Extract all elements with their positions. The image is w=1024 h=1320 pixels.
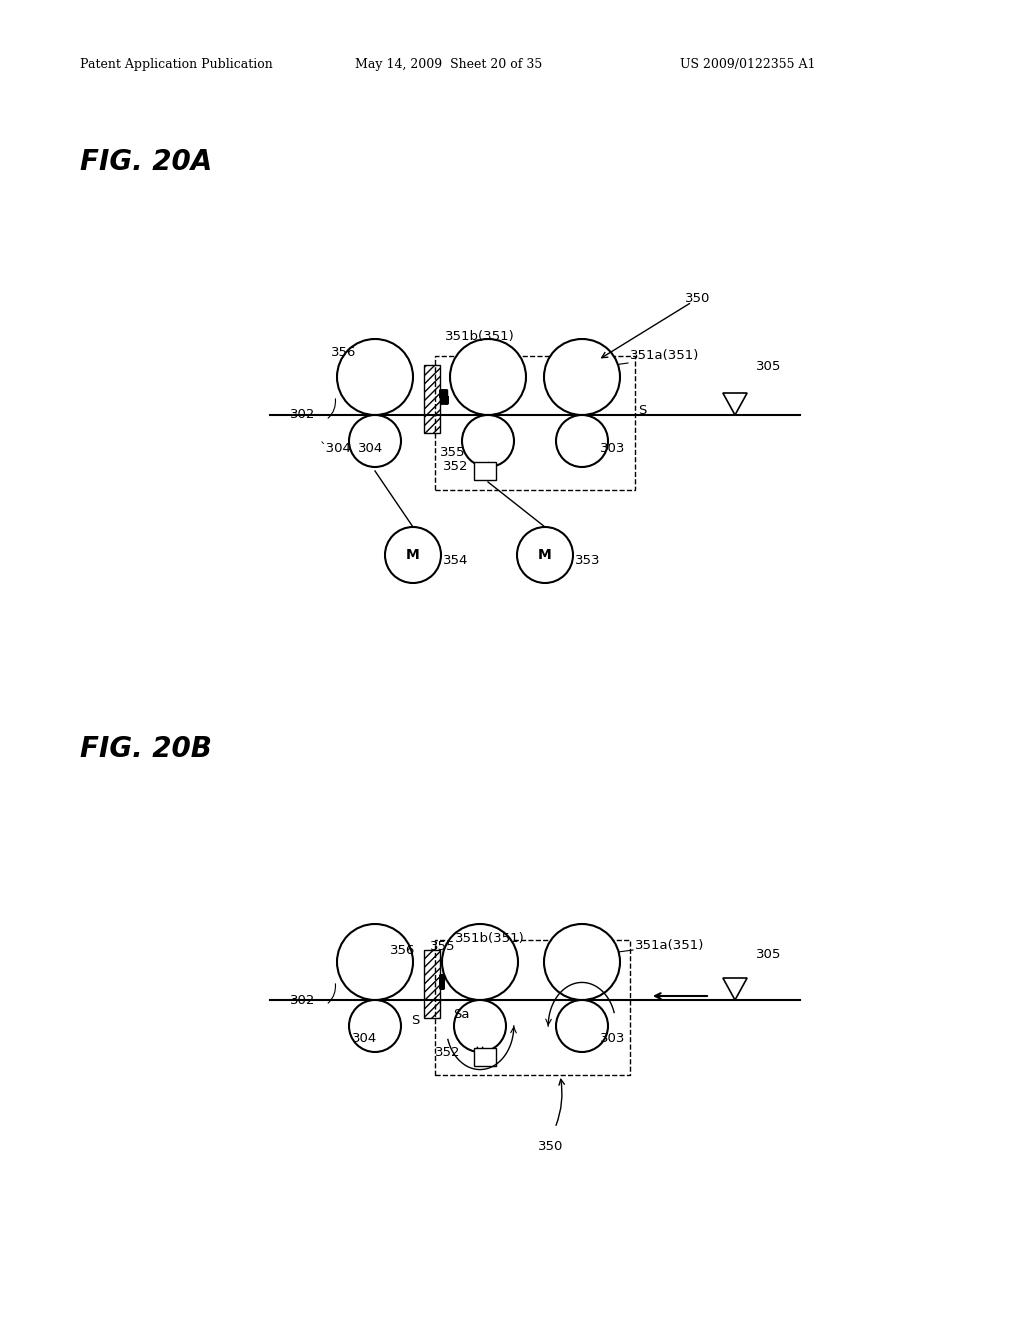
- Circle shape: [544, 339, 620, 414]
- Text: US 2009/0122355 A1: US 2009/0122355 A1: [680, 58, 815, 71]
- Bar: [474, 1048, 496, 1067]
- Text: 304: 304: [358, 441, 383, 454]
- Text: 355: 355: [440, 446, 466, 458]
- Circle shape: [454, 1001, 506, 1052]
- Text: 303: 303: [600, 441, 626, 454]
- Bar: [424, 950, 440, 1018]
- Text: 305: 305: [756, 949, 781, 961]
- Text: 302: 302: [290, 994, 315, 1006]
- Text: 356: 356: [331, 346, 356, 359]
- Circle shape: [349, 414, 401, 467]
- Text: 304: 304: [352, 1031, 377, 1044]
- Circle shape: [556, 1001, 608, 1052]
- Text: 351b(351): 351b(351): [445, 330, 515, 343]
- Circle shape: [349, 1001, 401, 1052]
- Polygon shape: [723, 978, 748, 1001]
- Circle shape: [462, 414, 514, 467]
- Text: FIG. 20A: FIG. 20A: [80, 148, 212, 176]
- Circle shape: [517, 527, 573, 583]
- Polygon shape: [723, 393, 748, 414]
- Text: M: M: [407, 548, 420, 562]
- Bar: [474, 462, 496, 480]
- Circle shape: [556, 414, 608, 467]
- Circle shape: [442, 924, 518, 1001]
- Text: 352: 352: [442, 461, 468, 474]
- Bar: [435, 940, 630, 1074]
- Text: 354: 354: [443, 553, 468, 566]
- Text: May 14, 2009  Sheet 20 of 35: May 14, 2009 Sheet 20 of 35: [355, 58, 543, 71]
- Text: 305: 305: [756, 360, 781, 374]
- Text: Patent Application Publication: Patent Application Publication: [80, 58, 272, 71]
- Text: S: S: [411, 1014, 419, 1027]
- Text: 355: 355: [430, 940, 456, 953]
- Text: S: S: [638, 404, 646, 417]
- Text: 356: 356: [389, 944, 415, 957]
- Text: 351a(351): 351a(351): [630, 348, 699, 362]
- Text: 353: 353: [575, 553, 600, 566]
- Text: 303: 303: [600, 1031, 626, 1044]
- Text: 351a(351): 351a(351): [635, 939, 705, 952]
- Text: 352: 352: [435, 1047, 461, 1060]
- Text: 302: 302: [290, 408, 315, 421]
- Text: FIG. 20B: FIG. 20B: [80, 735, 212, 763]
- Text: Sa: Sa: [453, 1008, 469, 1022]
- Circle shape: [450, 339, 526, 414]
- Text: 350: 350: [538, 1140, 563, 1152]
- Circle shape: [337, 924, 413, 1001]
- Text: M: M: [539, 548, 552, 562]
- Circle shape: [544, 924, 620, 1001]
- Circle shape: [385, 527, 441, 583]
- Text: 350: 350: [685, 292, 711, 305]
- Bar: [424, 366, 440, 433]
- Circle shape: [337, 339, 413, 414]
- Text: `304: `304: [321, 441, 352, 454]
- Text: 351b(351): 351b(351): [455, 932, 524, 945]
- Bar: [435, 356, 635, 490]
